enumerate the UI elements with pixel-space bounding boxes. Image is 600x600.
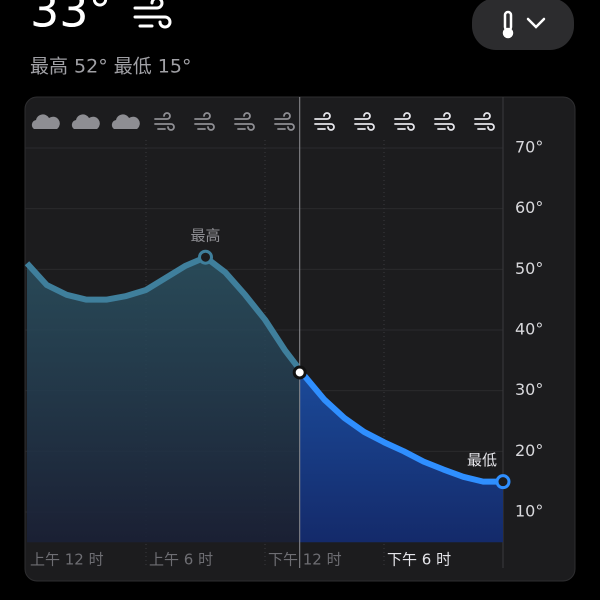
area-past	[27, 257, 300, 543]
y-tick-label: 40°	[515, 320, 543, 339]
unit-menu-button[interactable]	[472, 0, 574, 50]
y-tick-label: 60°	[515, 198, 543, 217]
wind-icon	[133, 0, 172, 29]
y-tick-label: 10°	[515, 501, 543, 520]
area-future	[299, 369, 503, 543]
extreme-label: 最高	[190, 227, 220, 245]
cloud-icon	[111, 114, 140, 129]
line-future	[299, 364, 503, 485]
extreme-label: 最低	[467, 451, 497, 469]
current-marker	[292, 365, 307, 380]
line-past	[24, 254, 300, 375]
wind-icon	[314, 112, 335, 131]
x-tick-label: 下午 12 时	[268, 551, 342, 569]
thermometer-icon	[502, 10, 546, 39]
wind-icon	[194, 112, 215, 131]
y-tick-label: 20°	[515, 441, 543, 460]
high-low: 最高 52° 最低 15°	[30, 56, 191, 78]
wind-icon	[394, 112, 415, 131]
cloud-icon	[71, 114, 100, 129]
wind-icon	[154, 112, 175, 131]
y-tick-label: 70°	[515, 138, 543, 157]
current-temperature: 33°	[30, 0, 112, 38]
wind-icon	[474, 112, 495, 131]
y-tick-label: 50°	[515, 259, 543, 278]
wind-icon	[434, 112, 455, 131]
x-tick-label: 上午 12 时	[30, 551, 104, 569]
y-tick-label: 30°	[515, 380, 543, 399]
wind-icon	[234, 112, 255, 131]
x-tick-label: 下午 6 时	[387, 551, 451, 569]
weather-icons	[31, 112, 495, 131]
cloud-icon	[31, 114, 60, 129]
x-tick-label: 上午 6 时	[149, 551, 213, 569]
wind-icon	[274, 112, 295, 131]
extreme-marker	[198, 249, 213, 265]
wind-icon	[354, 112, 375, 131]
extreme-marker	[495, 474, 511, 490]
